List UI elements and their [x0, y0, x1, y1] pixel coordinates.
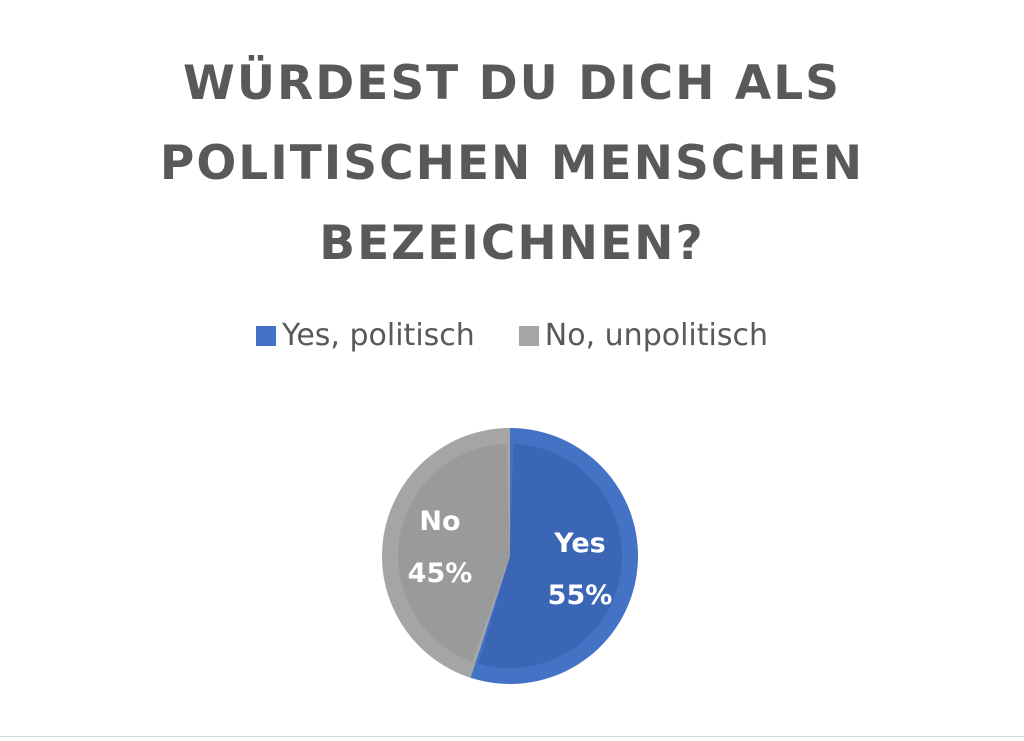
- chart-title-line-3: BEZEICHNEN?: [319, 216, 705, 271]
- legend-label-yes: Yes, politisch: [281, 318, 475, 353]
- pie-slice-no-inner: [397, 444, 510, 662]
- chart-title-line-1: WÜRDEST DU DICH ALS: [183, 56, 841, 111]
- legend-item-no[interactable]: No, unpolitisch: [518, 318, 768, 353]
- legend-item-yes[interactable]: Yes, politisch: [255, 318, 475, 353]
- chart-title-line-2: POLITISCHEN MENSCHEN: [159, 136, 865, 191]
- data-label-yes-value: 55%: [548, 580, 613, 611]
- legend-swatch-no: [518, 325, 539, 346]
- legend-swatch-yes: [255, 325, 276, 346]
- legend-label-no: No, unpolitisch: [544, 318, 768, 353]
- data-label-no-category: No: [419, 506, 460, 537]
- chart-title: WÜRDEST DU DICH ALS POLITISCHEN MENSCHEN…: [0, 44, 1024, 284]
- data-label-no-value: 45%: [408, 558, 473, 589]
- data-label-yes-category: Yes: [553, 528, 605, 559]
- pie-slice-yes-inner: [478, 444, 622, 668]
- bottom-divider: [0, 736, 1024, 737]
- chart-legend: Yes, politisch No, unpolitisch: [0, 318, 1024, 353]
